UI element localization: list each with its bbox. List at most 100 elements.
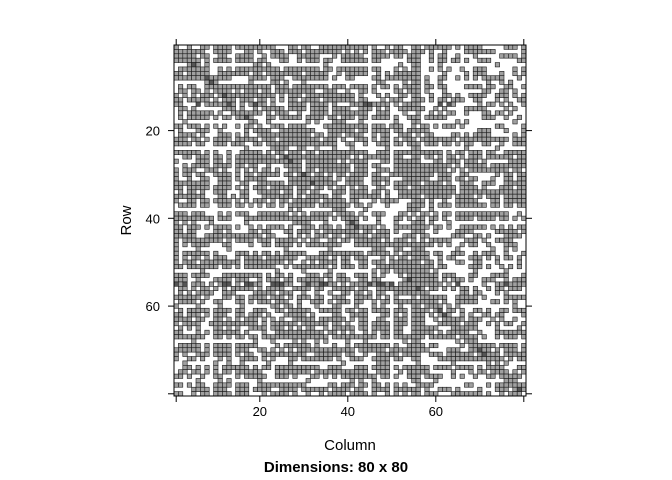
matrix-cell [459, 154, 465, 160]
matrix-cell [371, 321, 377, 327]
matrix-cell [301, 224, 307, 230]
matrix-cell [371, 57, 377, 63]
matrix-cell [411, 44, 417, 50]
matrix-cell [222, 294, 228, 300]
matrix-cell [288, 171, 294, 177]
matrix-cell [318, 167, 324, 173]
matrix-cell [305, 347, 311, 353]
matrix-cell [442, 215, 448, 221]
matrix-cell [200, 193, 206, 199]
matrix-cell [340, 84, 346, 90]
matrix-cell [323, 198, 329, 204]
matrix-cell [323, 233, 329, 239]
matrix-cell [384, 264, 390, 270]
matrix-cell [459, 242, 465, 248]
matrix-cell [252, 62, 258, 68]
matrix-cell [464, 290, 470, 296]
matrix-cell [266, 128, 272, 134]
matrix-cell [318, 250, 324, 256]
matrix-cell [318, 224, 324, 230]
matrix-cell [437, 250, 443, 256]
matrix-cell [283, 364, 289, 370]
matrix-cell [327, 307, 333, 313]
matrix-cell [318, 185, 324, 191]
matrix-cell [512, 294, 518, 300]
matrix-cell [358, 101, 364, 107]
matrix-cell [393, 180, 399, 186]
matrix-cell [305, 176, 311, 182]
matrix-cell [389, 123, 395, 129]
matrix-cell [371, 49, 377, 55]
matrix-cell [301, 106, 307, 112]
matrix-cell [327, 171, 333, 177]
matrix-cell [340, 66, 346, 72]
matrix-cell [358, 150, 364, 155]
matrix-cell [437, 79, 443, 85]
matrix-cell [362, 136, 368, 142]
matrix-cell [323, 84, 329, 90]
matrix-cell [296, 171, 302, 177]
matrix-cell [292, 343, 298, 349]
matrix-cell [257, 264, 263, 270]
matrix-cell [178, 193, 184, 199]
matrix-cell [499, 189, 505, 195]
matrix-cell [292, 307, 298, 313]
matrix-cell [481, 106, 487, 112]
matrix-cell [424, 189, 430, 195]
matrix-cell [516, 211, 522, 217]
matrix-cell [217, 259, 223, 265]
matrix-cell [257, 123, 263, 129]
matrix-cell [508, 84, 514, 90]
matrix-cell [406, 286, 412, 291]
matrix-cell [296, 92, 302, 98]
matrix-cell [428, 92, 434, 98]
matrix-cell [283, 171, 289, 177]
matrix-cell [393, 136, 399, 142]
matrix-cell [248, 44, 254, 50]
matrix-cell [239, 360, 245, 366]
matrix-cell [398, 123, 404, 129]
matrix-cell [415, 44, 421, 50]
matrix-cell [442, 312, 448, 318]
matrix-cell [266, 136, 272, 142]
matrix-cell [266, 71, 272, 77]
matrix-cell [296, 193, 302, 199]
matrix-cell [318, 171, 324, 177]
matrix-cell [516, 281, 522, 287]
matrix-cell [217, 53, 223, 59]
matrix-cell [173, 391, 179, 397]
matrix-cell [503, 211, 509, 217]
matrix-cell [362, 272, 368, 278]
matrix-cell [455, 347, 461, 353]
matrix-cell [428, 382, 434, 388]
matrix-cell [178, 180, 184, 186]
matrix-cell [521, 321, 527, 327]
matrix-cell [310, 281, 316, 287]
matrix-cell [450, 57, 456, 63]
matrix-cell [389, 255, 395, 261]
matrix-cell [371, 211, 377, 217]
matrix-cell [424, 369, 430, 375]
matrix-cell [415, 49, 421, 55]
matrix-cell [411, 193, 417, 199]
matrix-cell [354, 250, 360, 256]
matrix-cell [358, 255, 364, 261]
matrix-cell [186, 180, 192, 186]
matrix-cell [516, 141, 522, 147]
matrix-cell [222, 364, 228, 370]
matrix-cell [450, 325, 456, 331]
matrix-cell [292, 123, 298, 129]
matrix-cell [512, 277, 518, 283]
matrix-cell [191, 224, 197, 230]
matrix-cell [420, 150, 426, 155]
matrix-cell [318, 84, 324, 90]
matrix-cell [446, 211, 452, 217]
matrix-cell [389, 264, 395, 270]
matrix-cell [521, 347, 527, 353]
matrix-cell [442, 106, 448, 112]
matrix-cell [490, 299, 496, 305]
matrix-cell [257, 290, 263, 296]
matrix-cell [310, 373, 316, 379]
matrix-cell [318, 259, 324, 265]
matrix-cell [464, 286, 470, 291]
